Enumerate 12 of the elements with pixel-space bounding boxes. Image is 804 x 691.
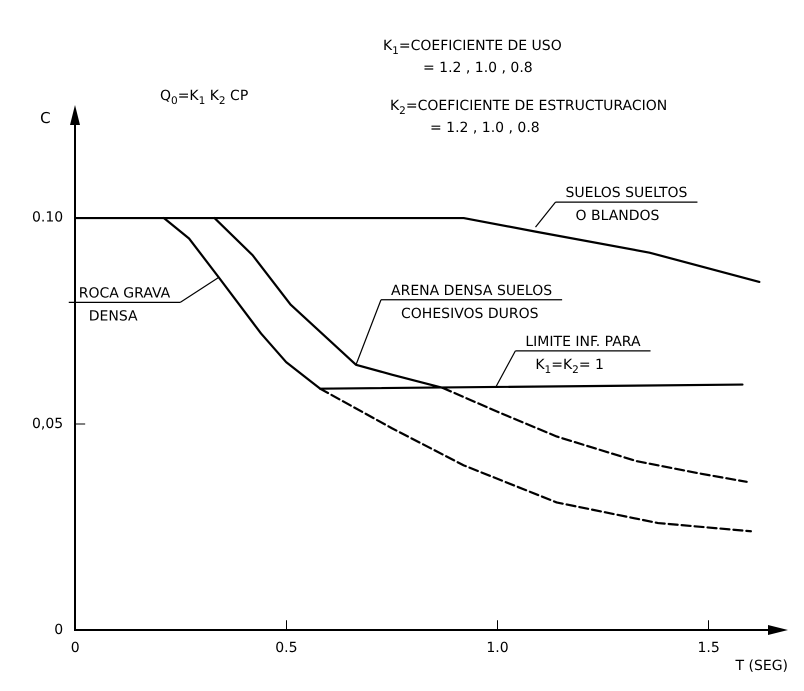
annotation: SUELOS SUELTOS O BLANDOS <box>566 185 688 224</box>
annotation: ARENA DENSA SUELOS COHESIVOS DUROS <box>391 282 552 322</box>
x-tick-label: 0 <box>70 640 80 656</box>
annotation: ROCA GRAVA DENSA <box>78 285 171 324</box>
y-tick-label: 0 <box>54 622 64 638</box>
x-tick-label: 0.5 <box>275 640 298 656</box>
x-axis-title: T (SEG) <box>734 658 788 674</box>
x-tick-label: 1.0 <box>486 640 509 656</box>
x-tick-label: 1.5 <box>698 640 720 656</box>
y-tick-label: 0.10 <box>32 210 64 226</box>
y-tick-label: 0,05 <box>32 416 64 432</box>
y-axis-title: C <box>40 109 51 127</box>
